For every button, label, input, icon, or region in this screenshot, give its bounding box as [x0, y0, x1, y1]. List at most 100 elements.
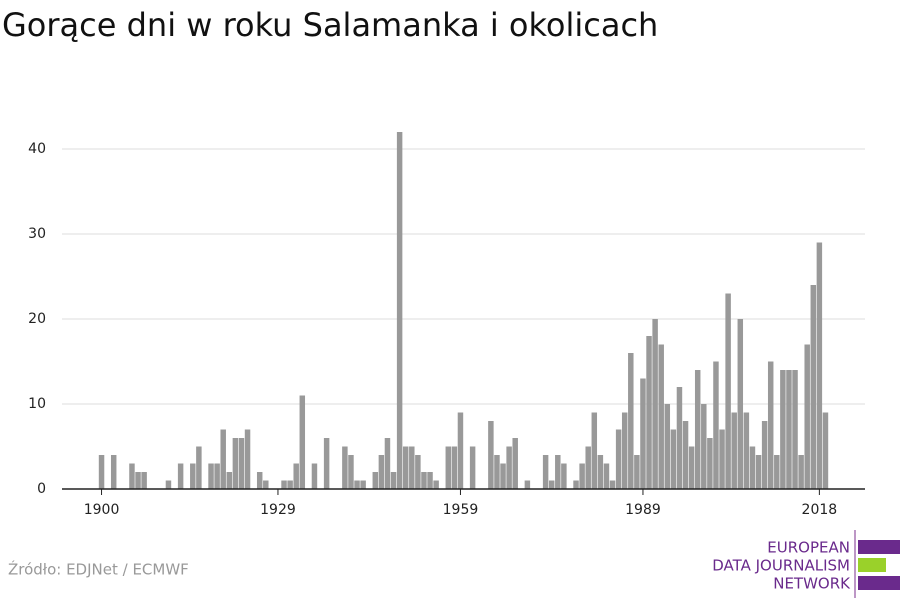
bar [354, 480, 360, 489]
bar [232, 438, 239, 489]
bar [798, 455, 804, 489]
bar [792, 370, 798, 489]
bar [615, 429, 622, 489]
bar [256, 472, 263, 489]
logo-text: DATA JOURNALISM [712, 557, 850, 575]
bar [378, 455, 385, 489]
bar [390, 472, 397, 489]
logo-bar [858, 558, 886, 572]
bar [281, 480, 287, 489]
bar [141, 472, 147, 489]
source: Źródło: EDJNet / ECMWF [8, 560, 189, 579]
bar [822, 412, 829, 489]
bar [469, 446, 476, 489]
bar [208, 463, 214, 489]
bar [451, 446, 458, 489]
bar [658, 344, 664, 489]
bar [561, 463, 567, 489]
bar [263, 480, 269, 489]
bar [299, 395, 306, 489]
bar [591, 412, 598, 489]
bar [743, 412, 750, 489]
bar [323, 438, 330, 489]
logo-bar [858, 540, 900, 554]
bar [707, 438, 713, 489]
bar [755, 455, 762, 489]
bar [348, 455, 354, 489]
logo-text: NETWORK [773, 575, 851, 593]
bar [433, 480, 439, 489]
y-tick-label: 10 [28, 396, 46, 412]
bar [664, 404, 671, 489]
logo: EUROPEAN DATA JOURNALISM NETWORK [712, 530, 900, 598]
bar [676, 387, 683, 489]
bar [226, 472, 233, 489]
x-tick-label: 1900 [84, 502, 120, 518]
bar [548, 480, 555, 489]
logo-bar [858, 576, 900, 590]
y-tick-label: 30 [28, 226, 46, 242]
logo-text: EUROPEAN [767, 539, 850, 557]
bar [135, 472, 141, 489]
bar [409, 446, 415, 489]
bar [603, 463, 610, 489]
bar [713, 361, 719, 489]
bar [749, 446, 756, 489]
bar [293, 463, 299, 489]
x-tick-label: 1929 [260, 502, 296, 518]
bar [804, 344, 810, 489]
bar [542, 455, 549, 489]
bar [427, 472, 433, 489]
bar [816, 242, 823, 489]
bar [165, 480, 172, 489]
y-tick-label: 20 [28, 311, 46, 327]
bar [609, 480, 616, 489]
bar [682, 421, 689, 489]
bar [415, 455, 421, 489]
bar [774, 455, 780, 489]
bar [585, 446, 591, 489]
bar [634, 455, 640, 489]
bar [500, 463, 506, 489]
bar [457, 412, 464, 489]
bar [421, 472, 427, 489]
bar [688, 446, 695, 489]
y-tick-label: 40 [28, 141, 46, 157]
bar [761, 421, 768, 489]
bar [512, 438, 518, 489]
bar [396, 132, 403, 489]
bar [573, 480, 579, 489]
x-tick-label: 1989 [625, 502, 661, 518]
x-tick-label: 2018 [802, 502, 838, 518]
bar [488, 421, 494, 489]
bar [311, 463, 318, 489]
bar [214, 463, 220, 489]
bar [640, 378, 646, 489]
bar [621, 412, 628, 489]
bar [701, 404, 707, 489]
bar [110, 455, 117, 489]
bar [652, 319, 658, 489]
bar [238, 438, 245, 489]
bar [786, 370, 792, 489]
bar [196, 446, 202, 489]
bar [177, 463, 184, 489]
bar [129, 463, 135, 489]
bar [780, 370, 786, 489]
bar [98, 455, 105, 489]
bar [402, 446, 409, 489]
bar [244, 429, 251, 489]
bar [737, 319, 744, 489]
bar [372, 472, 379, 489]
bar [670, 429, 677, 489]
bar [810, 285, 817, 489]
bar [731, 412, 737, 489]
bar [524, 480, 531, 489]
bar [220, 429, 226, 489]
bar [384, 438, 391, 489]
bar [506, 446, 512, 489]
bar [767, 361, 774, 489]
bar [494, 455, 500, 489]
bar [190, 463, 196, 489]
